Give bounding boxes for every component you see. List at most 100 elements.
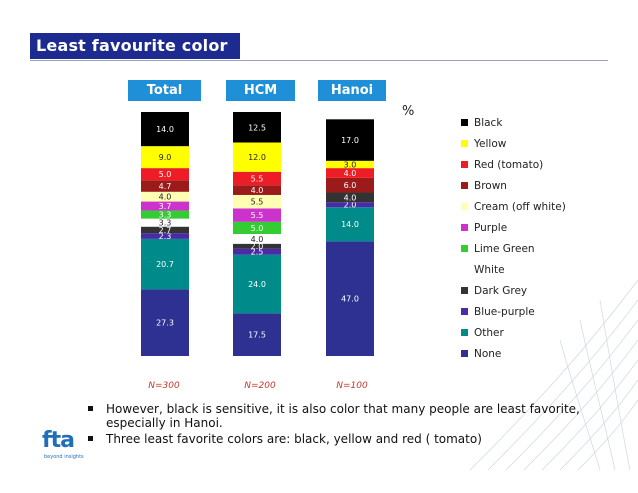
bar-segment-hanoi-yellow xyxy=(326,160,374,169)
legend-swatch xyxy=(461,266,468,273)
bar-segment-hcm-other xyxy=(233,254,281,314)
data-label: 27.3 xyxy=(156,319,174,328)
bar-segment-hanoi-other xyxy=(326,207,374,242)
data-label: 4.0 xyxy=(251,235,264,244)
bar-segment-hanoi-red-tomato- xyxy=(326,168,374,178)
bar-segment-hcm-purple xyxy=(233,208,281,222)
legend-swatch xyxy=(461,308,468,315)
legend-swatch xyxy=(461,182,468,189)
bar-segment-total-purple xyxy=(141,201,189,211)
bar-segment-total-blue-purple xyxy=(141,233,189,239)
sample-size-total: N=300 xyxy=(148,381,180,391)
data-label: 3.0 xyxy=(344,160,357,169)
bullet-text: However, black is sensitive, it is also … xyxy=(106,402,580,430)
column-header-hcm: HCM xyxy=(226,80,295,101)
data-label: 14.0 xyxy=(341,220,359,229)
bar-segment-hanoi-none xyxy=(326,241,374,356)
data-label: 5.5 xyxy=(251,174,264,183)
bar-segment-total-brown xyxy=(141,180,189,192)
data-label: 2.7 xyxy=(159,226,172,235)
sample-size-hanoi: N=100 xyxy=(336,381,368,391)
legend-swatch xyxy=(461,329,468,336)
title-divider xyxy=(30,60,608,61)
data-label: 12.0 xyxy=(248,153,266,162)
bar-segment-hcm-yellow xyxy=(233,142,281,172)
data-label: 4.0 xyxy=(344,193,357,202)
data-label: 3.7 xyxy=(159,202,172,211)
data-label: 12.5 xyxy=(248,123,266,132)
bar-segment-hcm-none xyxy=(233,313,281,356)
page-title: Least favourite color xyxy=(30,33,240,59)
legend-label: Lime Green xyxy=(474,243,535,255)
legend-label: None xyxy=(474,348,502,360)
legend-swatch xyxy=(461,287,468,294)
bar-segment-total-none xyxy=(141,289,189,356)
legend-label: Red (tomato) xyxy=(474,159,544,171)
logo-wordmark: fta xyxy=(42,428,75,453)
bar-segment-total-other xyxy=(141,238,189,290)
bar-segment-total-cream-off-white- xyxy=(141,191,189,202)
data-label: 6.0 xyxy=(344,181,357,190)
legend-swatch xyxy=(461,224,468,231)
data-label: 3.3 xyxy=(159,211,172,220)
bullet-text: Three least favorite colors are: black, … xyxy=(106,432,482,446)
legend-swatch xyxy=(461,161,468,168)
bar-segment-hanoi-blue-purple xyxy=(326,202,374,208)
data-label: 5.0 xyxy=(251,224,264,233)
logo-tagline: beyond insights xyxy=(44,454,84,460)
legend-swatch xyxy=(461,203,468,210)
data-label: 4.0 xyxy=(159,193,172,202)
bar-segment-total-yellow xyxy=(141,146,189,169)
data-label: 3.3 xyxy=(159,219,172,228)
legend-label: Black xyxy=(474,117,503,129)
data-label: 2.3 xyxy=(159,232,172,241)
bullet-square-icon xyxy=(88,436,93,441)
data-label: 5.5 xyxy=(251,211,264,220)
fta-logo: fta beyond insights xyxy=(40,428,84,468)
bar-segment-hanoi-brown xyxy=(326,177,374,193)
bar-segment-hcm-red-tomato- xyxy=(233,171,281,186)
column-header-hanoi: Hanoi xyxy=(318,80,386,101)
bullet-square-icon xyxy=(88,406,93,411)
legend-label: Purple xyxy=(474,222,508,234)
data-label: 14.0 xyxy=(156,125,174,134)
bar-segment-hcm-white xyxy=(233,234,281,244)
data-label: 20.7 xyxy=(156,260,174,269)
data-label: 4.0 xyxy=(344,169,357,178)
legend-label: White xyxy=(474,264,505,276)
sample-size-hcm: N=200 xyxy=(244,381,276,391)
data-label: 4.0 xyxy=(251,186,264,195)
bar-segment-hcm-cream-off-white- xyxy=(233,194,281,209)
legend-swatch xyxy=(461,119,468,126)
bar-segment-hcm-lime-green xyxy=(233,221,281,234)
bar-segment-hcm-brown xyxy=(233,185,281,195)
data-label: 4.7 xyxy=(159,182,172,191)
data-label: 9.0 xyxy=(159,153,172,162)
legend-label: Other xyxy=(474,327,504,339)
bar-segment-hanoi-black xyxy=(326,119,374,161)
bar-segment-hcm-black xyxy=(233,112,281,143)
data-label: 5.5 xyxy=(251,198,264,207)
data-label: 17.5 xyxy=(248,331,266,340)
bar-segment-total-black xyxy=(141,112,189,147)
unit-label: % xyxy=(402,104,415,119)
bar-segment-total-red-tomato- xyxy=(141,168,189,181)
data-label: 24.0 xyxy=(248,280,266,289)
legend-label: Brown xyxy=(474,180,507,192)
legend-swatch xyxy=(461,350,468,357)
legend-label: Yellow xyxy=(474,138,507,150)
bar-segment-hcm-blue-purple xyxy=(233,248,281,255)
bar-segment-total-lime-green xyxy=(141,210,189,219)
legend-label: Cream (off white) xyxy=(474,201,566,213)
bar-segment-hanoi-dark-grey xyxy=(326,192,374,203)
data-label: 2.0 xyxy=(344,201,357,210)
bar-segment-hcm-dark-grey xyxy=(233,243,281,249)
legend-label: Dark Grey xyxy=(474,285,528,297)
data-label: 17.0 xyxy=(341,136,359,145)
legend-swatch xyxy=(461,140,468,147)
bar-segment-total-white xyxy=(141,218,189,227)
bar-segment-total-dark-grey xyxy=(141,226,189,234)
legend-label: Blue-purple xyxy=(474,306,535,318)
